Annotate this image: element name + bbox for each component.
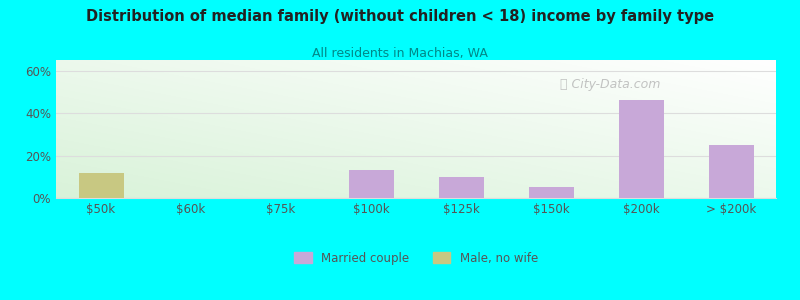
- Text: Distribution of median family (without children < 18) income by family type: Distribution of median family (without c…: [86, 9, 714, 24]
- Bar: [618, 100, 663, 198]
- Legend: Married couple, Male, no wife: Married couple, Male, no wife: [289, 247, 543, 269]
- Bar: [709, 145, 754, 198]
- Bar: [438, 177, 483, 198]
- Bar: [78, 172, 123, 198]
- Bar: [349, 170, 394, 198]
- Bar: [529, 188, 574, 198]
- Text: All residents in Machias, WA: All residents in Machias, WA: [312, 46, 488, 59]
- Text: ⓘ City-Data.com: ⓘ City-Data.com: [560, 78, 660, 91]
